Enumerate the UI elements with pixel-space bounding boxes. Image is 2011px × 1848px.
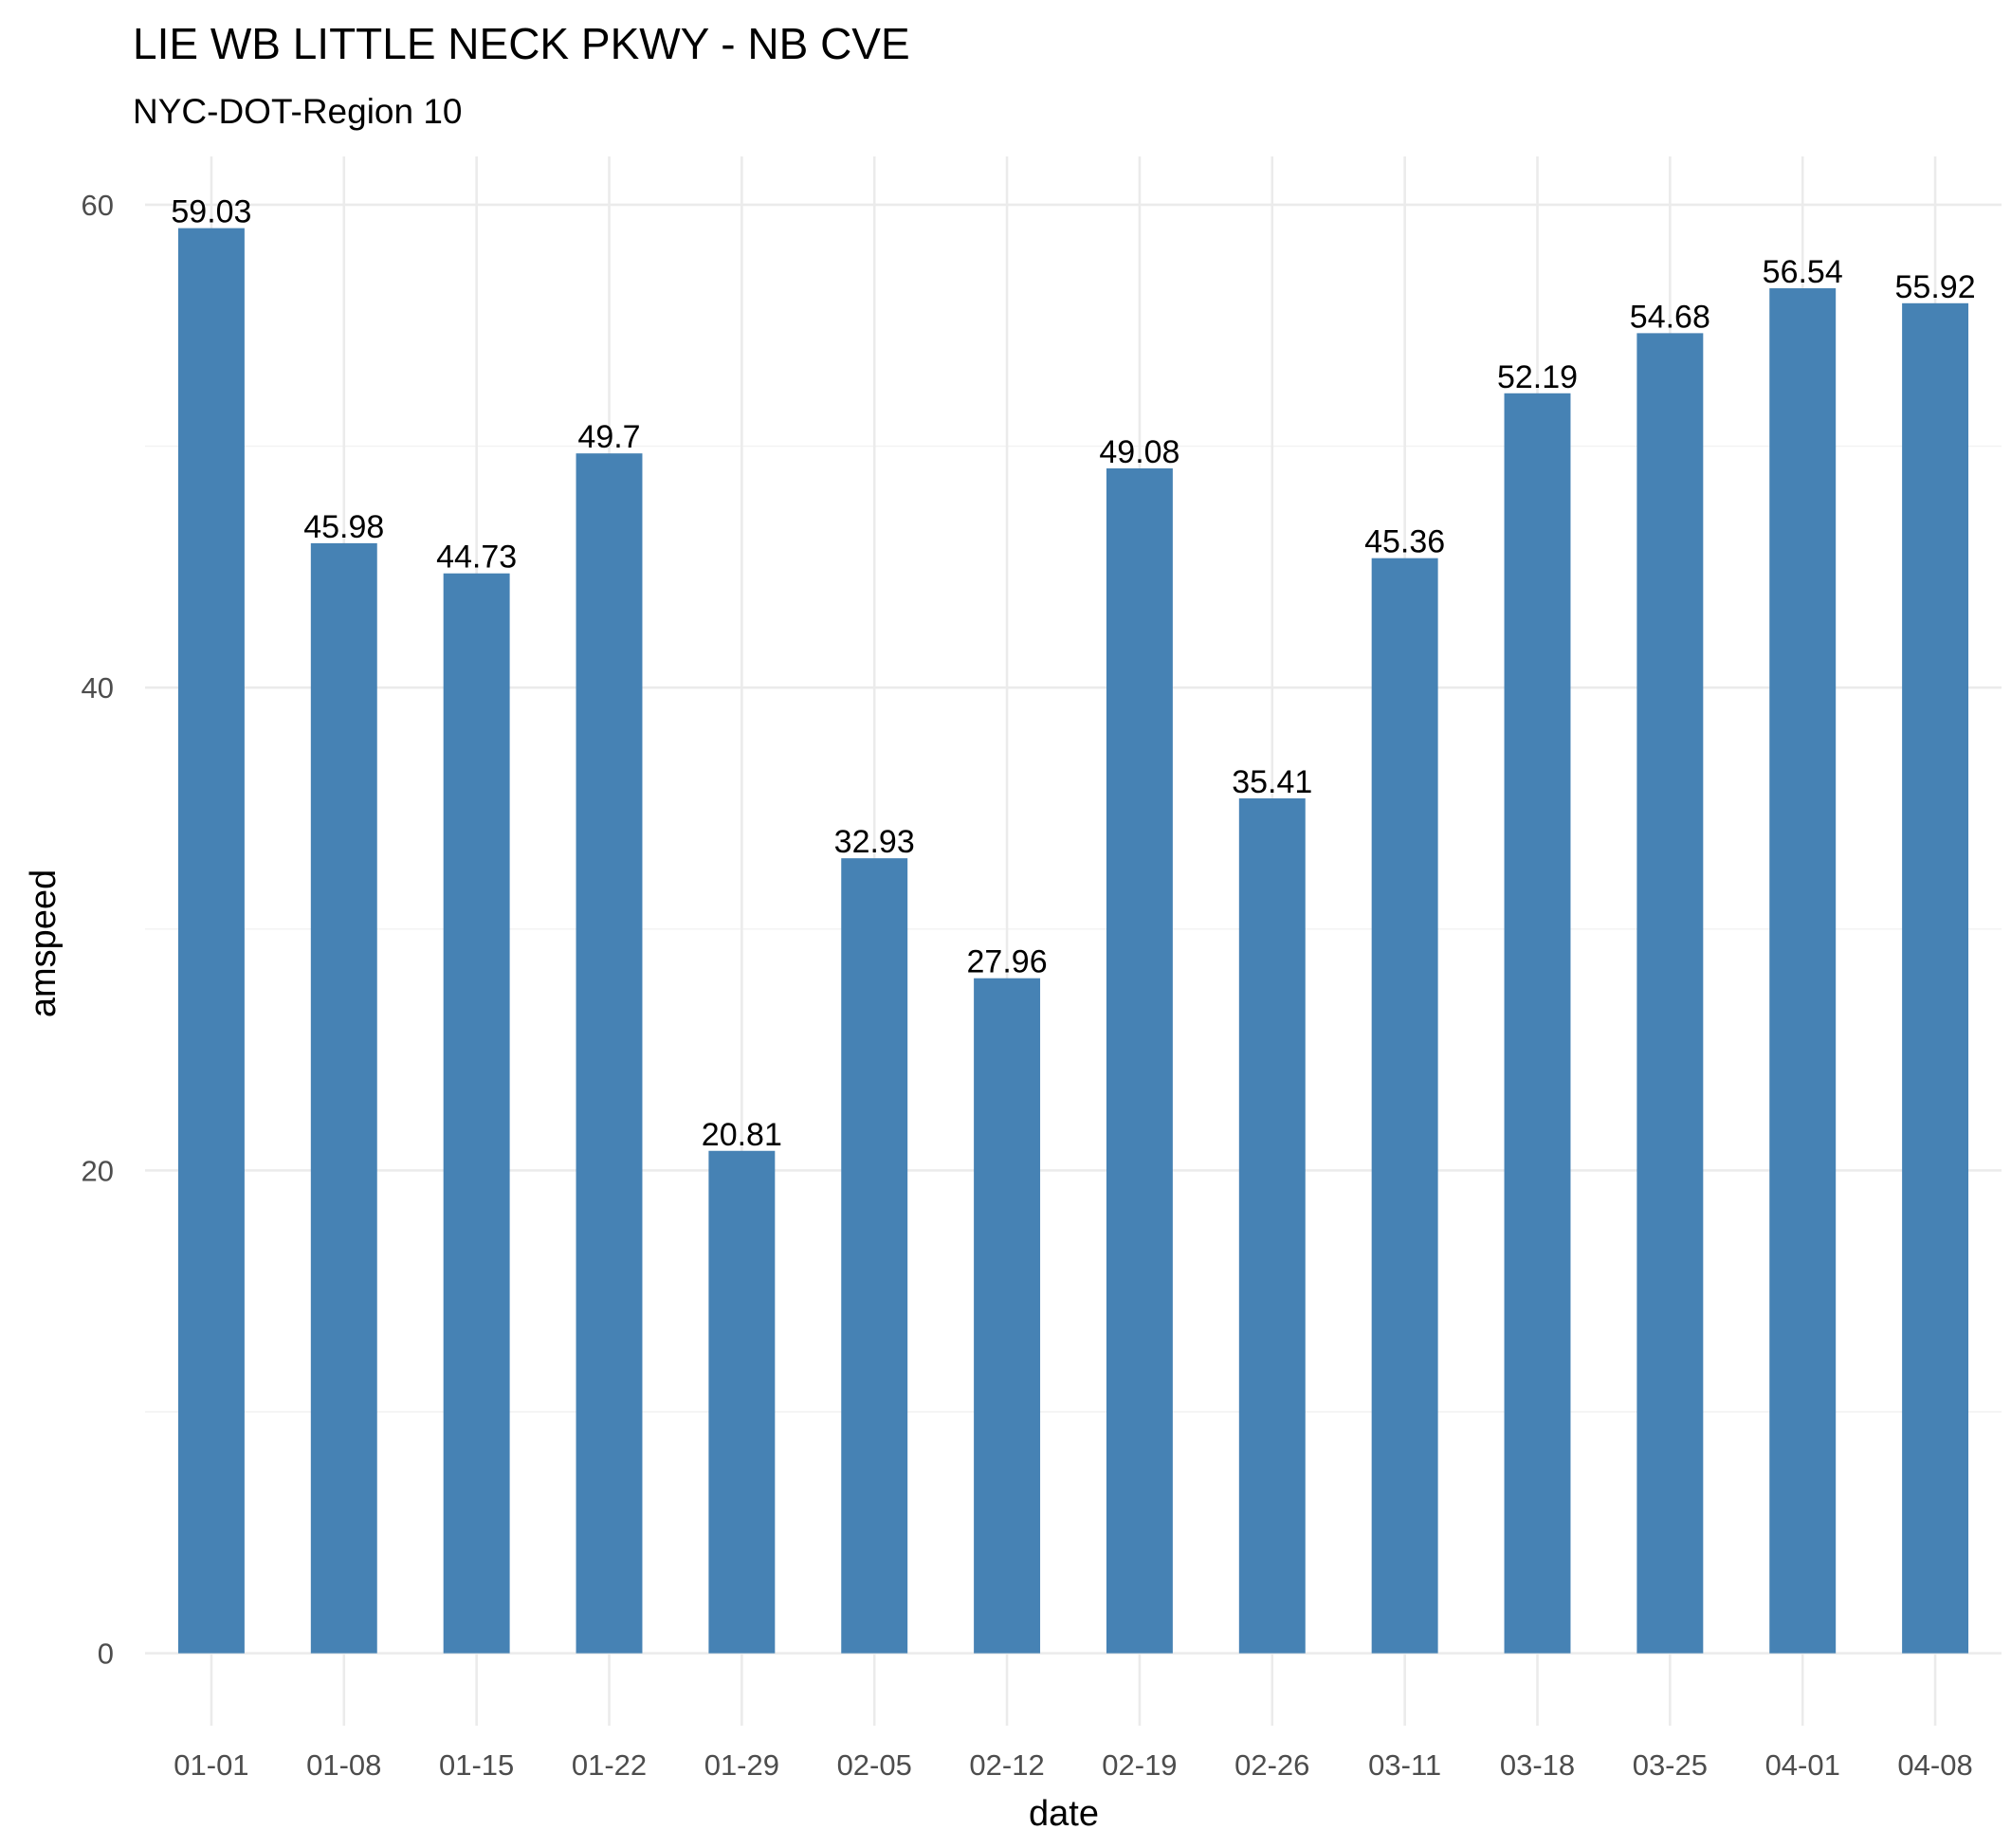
bar <box>576 453 643 1654</box>
bar-value-label: 35.41 <box>1232 764 1312 800</box>
bars <box>177 228 1969 1654</box>
bar-value-label: 32.93 <box>834 824 915 860</box>
x-tick-label: 01-01 <box>174 1748 248 1782</box>
x-axis-title: date <box>1029 1794 1099 1834</box>
y-tick-label: 0 <box>98 1638 114 1671</box>
bar <box>1238 798 1306 1654</box>
x-tick-label: 02-05 <box>837 1748 912 1782</box>
bar <box>1106 467 1173 1654</box>
bar-value-labels: 59.03 45.98 44.73 49.7 20.81 32.93 27.96 49.08 3… <box>171 194 1975 1153</box>
x-tick-label: 02-12 <box>969 1748 1044 1782</box>
x-tick-label: 03-25 <box>1633 1748 1708 1782</box>
grid-lines <box>145 156 2002 1726</box>
bar-value-label: 45.98 <box>303 509 384 545</box>
y-axis: 0 20 40 60 <box>82 189 114 1671</box>
x-tick-label: 01-22 <box>572 1748 647 1782</box>
y-axis-title: amspeed <box>24 869 64 1017</box>
bar-value-label: 55.92 <box>1895 269 1976 305</box>
bar <box>1902 302 1969 1654</box>
x-tick-label: 01-08 <box>306 1748 381 1782</box>
chart-title: LIE WB LITTLE NECK PKWY - NB CVE <box>133 19 910 68</box>
x-tick-label: 03-11 <box>1368 1748 1441 1782</box>
x-tick-label: 01-15 <box>439 1748 514 1782</box>
bar <box>443 573 510 1654</box>
y-tick-label: 60 <box>82 189 114 222</box>
bar <box>1636 333 1704 1654</box>
x-tick-label: 03-18 <box>1500 1748 1575 1782</box>
bar <box>1769 288 1837 1654</box>
y-tick-label: 40 <box>82 671 114 704</box>
bar <box>708 1150 776 1654</box>
bar-value-label: 49.08 <box>1099 434 1179 470</box>
plot-panel: 59.03 45.98 44.73 49.7 20.81 32.93 27.96 49.08 3… <box>145 156 2002 1726</box>
bar-value-label: 52.19 <box>1497 359 1578 395</box>
bar-value-label: 49.7 <box>577 419 640 455</box>
bar-value-label: 59.03 <box>171 194 251 230</box>
bar <box>177 228 245 1654</box>
bar-value-label: 54.68 <box>1630 299 1710 335</box>
x-tick-label: 01-29 <box>704 1748 779 1782</box>
x-tick-label: 02-19 <box>1102 1748 1177 1782</box>
bar <box>1371 558 1438 1654</box>
bar <box>1504 393 1571 1654</box>
x-axis: 01-01 01-08 01-15 01-22 01-29 02-05 02-12 02-19… <box>174 1748 1972 1782</box>
x-tick-label: 04-08 <box>1897 1748 1972 1782</box>
bar-value-label: 44.73 <box>436 540 517 576</box>
bar-value-label: 27.96 <box>967 944 1048 980</box>
bar-value-label: 56.54 <box>1763 254 1843 290</box>
bar-value-label: 45.36 <box>1364 524 1445 560</box>
x-tick-label: 04-01 <box>1765 1748 1840 1782</box>
bar <box>841 858 908 1654</box>
x-tick-label: 02-26 <box>1234 1748 1309 1782</box>
bar <box>310 542 377 1654</box>
y-tick-label: 20 <box>82 1154 114 1187</box>
bar <box>974 978 1041 1654</box>
chart-subtitle: NYC-DOT-Region 10 <box>133 92 463 131</box>
bar-value-label: 20.81 <box>702 1117 782 1153</box>
